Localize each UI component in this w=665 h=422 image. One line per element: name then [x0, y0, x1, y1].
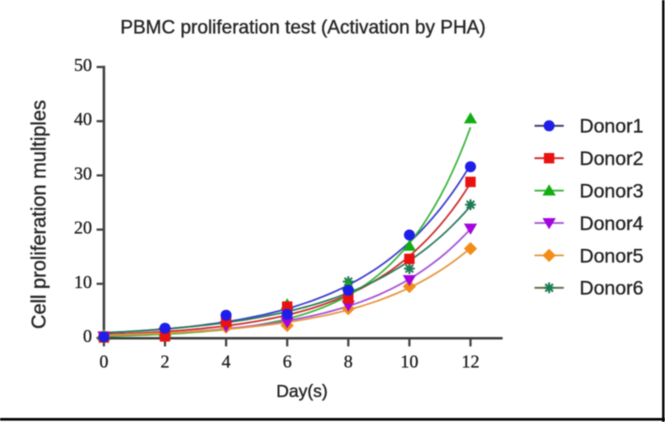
svg-text:8: 8 [344, 352, 353, 372]
svg-text:Donor3: Donor3 [580, 181, 644, 203]
svg-text:Donor1: Donor1 [580, 116, 644, 138]
svg-text:50: 50 [74, 55, 92, 75]
svg-text:Donor5: Donor5 [580, 245, 644, 267]
svg-text:0: 0 [99, 352, 108, 372]
svg-text:0: 0 [83, 326, 92, 346]
svg-text:20: 20 [74, 218, 92, 238]
svg-text:Donor2: Donor2 [580, 148, 644, 170]
svg-text:2: 2 [161, 352, 170, 372]
svg-text:40: 40 [74, 109, 92, 129]
svg-text:10: 10 [400, 352, 418, 372]
svg-text:PBMC proliferation test (Activ: PBMC proliferation test (Activation by P… [120, 17, 485, 38]
svg-text:10: 10 [74, 272, 92, 292]
svg-text:Donor6: Donor6 [580, 278, 644, 300]
svg-text:Day(s): Day(s) [276, 381, 328, 401]
svg-text:4: 4 [222, 352, 231, 372]
svg-text:Cell proliferation multiples: Cell proliferation multiples [29, 100, 51, 329]
svg-text:12: 12 [462, 352, 480, 372]
svg-text:Donor4: Donor4 [580, 213, 644, 235]
svg-text:30: 30 [74, 163, 92, 183]
svg-text:6: 6 [283, 352, 292, 372]
